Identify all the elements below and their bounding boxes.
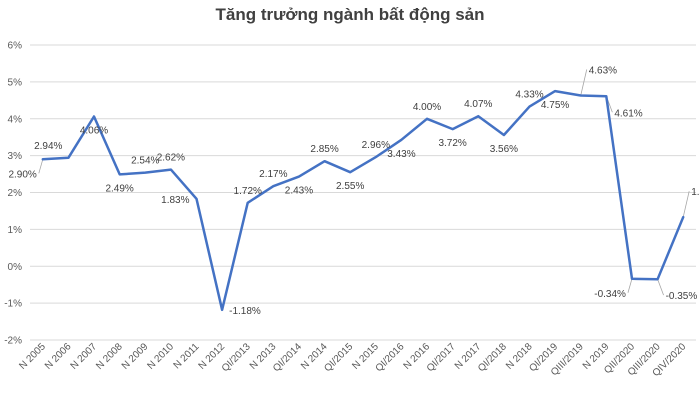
y-tick-label: 1%	[8, 225, 23, 236]
x-tick-label: QI/2013	[220, 341, 253, 374]
data-label: 3.56%	[490, 144, 518, 155]
chart-title: Tăng trưởng ngành bất động sản	[215, 5, 485, 24]
data-label: 2.54%	[131, 156, 159, 167]
x-tick-label: N 2010	[145, 341, 176, 372]
y-tick-label: 5%	[8, 77, 23, 88]
data-label: 2.17%	[259, 169, 287, 180]
x-tick-label: QI/2018	[476, 341, 509, 374]
data-label: 1.72%	[234, 186, 262, 197]
gridlines	[30, 44, 696, 341]
data-label: 3.72%	[438, 138, 466, 149]
label-leader-lines	[38, 69, 690, 296]
data-label: 2.55%	[336, 181, 364, 192]
x-tick-label: N 2006	[43, 341, 74, 372]
series-line	[41, 89, 685, 312]
y-tick-label: 4%	[8, 114, 23, 125]
x-tick-label: N 2008	[94, 341, 125, 372]
data-label: 4.75%	[541, 100, 569, 111]
data-label: 4.07%	[464, 99, 492, 110]
data-label: 2.49%	[105, 183, 133, 194]
data-label: 1.83%	[161, 195, 189, 206]
data-label: 4.63%	[589, 66, 617, 77]
label-leader-line	[657, 279, 664, 296]
data-label: 4.61%	[614, 108, 642, 119]
data-label: 2.62%	[157, 153, 185, 164]
data-label: 2.94%	[34, 141, 62, 152]
label-leader-line	[38, 159, 44, 174]
data-label: 1.33%	[691, 187, 700, 198]
data-label: 4.06%	[80, 126, 108, 137]
data-label: -0.34%	[594, 289, 626, 300]
y-tick-label: 6%	[8, 41, 23, 52]
data-label: 4.33%	[515, 90, 543, 101]
y-tick-label: 3%	[8, 151, 23, 162]
data-label: -1.18%	[229, 306, 261, 317]
data-label: 2.96%	[362, 140, 390, 151]
y-tick-label: 0%	[8, 262, 23, 273]
label-leader-line	[580, 69, 588, 96]
data-labels: 2.90% 2.94% 4.06% 2.49% 2.54%2.62% 1.83% -1.18…	[8, 66, 700, 317]
label-leader-line	[627, 278, 633, 293]
data-label: -0.35%	[666, 291, 698, 302]
data-label: 2.85%	[310, 144, 338, 155]
y-axis-ticks: -2% -1% 0% 1% 2% 3% 4% 5% 6%	[4, 41, 22, 347]
x-tick-label: QI/2014	[271, 341, 304, 374]
x-tick-label: N 2011	[172, 341, 202, 371]
data-label: 3.43%	[387, 149, 415, 160]
x-tick-label: QI/2017	[425, 341, 458, 374]
data-label: 2.43%	[285, 186, 313, 197]
data-label: 2.90%	[8, 169, 36, 180]
x-tick-label: N 2007	[69, 341, 100, 372]
y-tick-label: 2%	[8, 188, 23, 199]
data-label: 4.00%	[413, 102, 441, 113]
x-tick-label: QI/2016	[374, 341, 407, 374]
label-leader-line	[682, 191, 690, 218]
y-tick-label: -2%	[4, 336, 22, 347]
x-tick-label: QI/2015	[322, 341, 355, 374]
x-tick-label: N 2009	[120, 341, 151, 372]
y-tick-label: -1%	[4, 299, 22, 310]
